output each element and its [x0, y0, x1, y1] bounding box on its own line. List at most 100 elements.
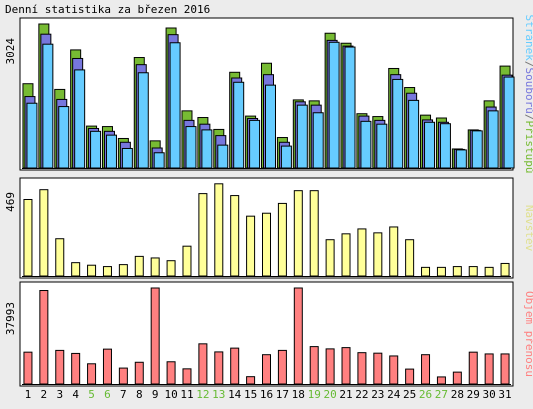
bar-visits-day-10 — [166, 260, 176, 277]
bar-hits-2-day-18 — [296, 104, 308, 169]
bar-visits-day-26 — [421, 266, 431, 277]
bar-hits-2-day-19 — [312, 112, 324, 169]
bar-visits-day-3 — [55, 238, 65, 277]
bar-visits-day-6 — [102, 266, 112, 277]
bar-visits-day-25 — [405, 239, 415, 277]
bar-hits-2-day-10 — [169, 42, 181, 169]
bar-volume-day-25 — [405, 368, 415, 385]
bar-volume-day-7 — [118, 367, 128, 385]
day-label-20: 20 — [323, 388, 336, 401]
bar-volume-day-2 — [39, 290, 49, 385]
chart-title: Denní statistika za březen 2016 — [5, 3, 211, 16]
legend-item-visits-0: Návštěv — [523, 205, 533, 252]
bar-hits-2-day-2 — [42, 43, 54, 169]
legend-item-hits-0: Stránek — [523, 15, 533, 62]
legend-hits: Stránek/Souborů/Přístupů — [523, 15, 533, 174]
bar-volume-day-23 — [373, 352, 383, 385]
bar-hits-2-day-17 — [280, 145, 292, 169]
bar-hits-2-day-29 — [471, 130, 483, 169]
day-label-6: 6 — [104, 388, 111, 401]
bar-visits-day-30 — [484, 266, 494, 277]
bar-hits-2-day-4 — [74, 69, 86, 169]
bar-hits-2-day-30 — [487, 110, 499, 169]
bar-visits-day-9 — [150, 257, 160, 277]
bar-volume-day-3 — [55, 349, 65, 385]
bar-hits-2-day-11 — [185, 126, 197, 169]
bar-visits-day-20 — [325, 239, 335, 277]
bar-hits-2-day-12 — [201, 129, 213, 169]
bar-volume-day-19 — [309, 346, 319, 385]
bar-hits-2-day-1 — [26, 102, 38, 169]
bar-volume-day-20 — [325, 348, 335, 385]
day-label-10: 10 — [164, 388, 177, 401]
bar-volume-day-10 — [166, 361, 176, 385]
day-label-12: 12 — [196, 388, 209, 401]
bar-visits-day-13 — [214, 183, 224, 277]
bar-visits-day-14 — [230, 195, 240, 277]
bar-volume-day-5 — [87, 363, 97, 385]
bar-hits-2-day-23 — [376, 123, 388, 169]
day-label-9: 9 — [152, 388, 159, 401]
day-label-7: 7 — [120, 388, 127, 401]
bar-visits-day-18 — [293, 190, 303, 277]
bar-hits-2-day-6 — [105, 134, 117, 169]
bar-visits-day-27 — [436, 266, 446, 277]
bar-volume-day-22 — [357, 352, 367, 385]
day-label-21: 21 — [339, 388, 352, 401]
bar-hits-2-day-5 — [90, 130, 102, 169]
bar-volume-day-11 — [182, 368, 192, 385]
bar-volume-day-9 — [150, 287, 160, 385]
day-label-29: 29 — [467, 388, 480, 401]
bar-hits-2-day-13 — [217, 144, 229, 169]
bar-hits-2-day-20 — [328, 41, 340, 169]
bar-volume-day-16 — [262, 354, 271, 385]
legend-item-volume-0: Objem přenosu — [523, 291, 533, 377]
bar-hits-2-day-27 — [439, 123, 451, 169]
legend-item-hits-1: / — [523, 61, 533, 68]
bar-volume-day-14 — [230, 347, 240, 385]
bar-volume-day-31 — [500, 353, 510, 385]
bar-volume-day-27 — [436, 376, 446, 385]
day-label-1: 1 — [25, 388, 32, 401]
bar-volume-day-21 — [341, 347, 351, 385]
bar-hits-2-day-26 — [424, 121, 436, 169]
day-label-5: 5 — [88, 388, 95, 401]
day-label-16: 16 — [260, 388, 273, 401]
day-label-24: 24 — [387, 388, 401, 401]
bar-hits-2-day-22 — [360, 120, 372, 169]
day-label-17: 17 — [276, 388, 289, 401]
day-label-30: 30 — [483, 388, 496, 401]
day-label-11: 11 — [180, 388, 193, 401]
ymax-label-volume: 37993 — [4, 302, 17, 335]
day-label-22: 22 — [355, 388, 368, 401]
bar-hits-2-day-9 — [153, 152, 165, 169]
bar-volume-day-6 — [102, 348, 112, 385]
day-label-3: 3 — [56, 388, 63, 401]
day-label-26: 26 — [419, 388, 432, 401]
bar-hits-2-day-15 — [249, 119, 261, 169]
bar-volume-day-12 — [198, 343, 208, 385]
bar-hits-2-day-28 — [455, 149, 467, 169]
bar-visits-day-23 — [373, 232, 383, 277]
bar-hits-2-day-25 — [408, 99, 420, 169]
bar-volume-day-24 — [389, 355, 399, 385]
bar-visits-day-16 — [262, 212, 271, 277]
bar-volume-day-30 — [484, 353, 494, 385]
bar-volume-day-28 — [452, 371, 462, 385]
bar-hits-2-day-21 — [344, 46, 356, 169]
day-label-31: 31 — [498, 388, 511, 401]
bar-visits-day-15 — [246, 215, 256, 277]
bar-hits-2-day-24 — [392, 78, 404, 169]
bar-volume-day-26 — [421, 354, 431, 385]
bar-volume-day-13 — [214, 351, 224, 385]
day-label-13: 13 — [212, 388, 225, 401]
bar-visits-day-7 — [118, 264, 128, 277]
bar-volume-day-4 — [71, 352, 81, 385]
bar-hits-2-day-16 — [265, 84, 276, 169]
bar-visits-day-12 — [198, 193, 208, 277]
bar-visits-day-31 — [500, 262, 510, 277]
legend-item-hits-2: Souborů — [523, 68, 533, 114]
bar-visits-day-1 — [23, 198, 33, 277]
bar-volume-day-8 — [134, 361, 144, 385]
